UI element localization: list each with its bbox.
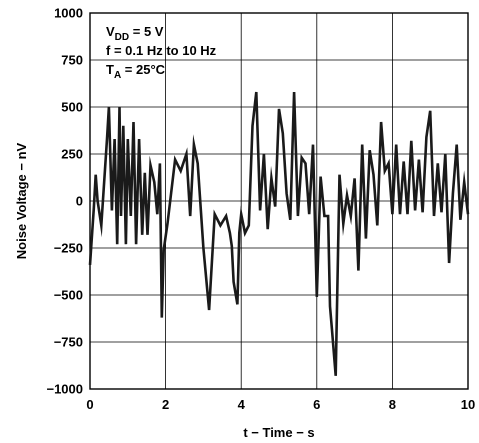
annotation-vdd-sub: DD (115, 32, 129, 43)
y-tick-label: 0 (76, 194, 83, 209)
y-tick-label: 500 (61, 100, 83, 115)
y-tick-label: 750 (61, 53, 83, 68)
y-tick-label: −750 (54, 335, 83, 350)
annotation-temperature-main: T (106, 62, 114, 77)
annotation-vdd-rest: = 5 V (129, 24, 164, 39)
y-tick-label: −250 (54, 241, 83, 256)
annotation-temperature-rest: = 25°C (121, 62, 165, 77)
y-tick-label: −1000 (46, 382, 83, 397)
y-tick-label: 1000 (54, 6, 83, 21)
y-tick-label: −500 (54, 288, 83, 303)
y-tick-label: 250 (61, 147, 83, 162)
plot-frame (89, 12, 469, 390)
annotation-temperature: TA = 25°C (106, 62, 166, 81)
annotation-frequency-main: f = 0.1 Hz to 10 Hz (106, 43, 217, 58)
x-tick-label: 4 (238, 397, 246, 412)
x-tick-label: 10 (461, 397, 475, 412)
series-group (88, 91, 470, 376)
x-axis-label: t − Time − s (243, 425, 314, 440)
y-tick-labels: 1000 750 500 250 0 −250 −500 −750 −1000 (46, 6, 83, 397)
x-tick-label: 6 (313, 397, 320, 412)
annotation-frequency: f = 0.1 Hz to 10 Hz (106, 43, 217, 58)
x-tick-label: 0 (86, 397, 93, 412)
x-tick-label: 8 (389, 397, 396, 412)
grid-lines (90, 13, 468, 389)
noise-series-line (88, 91, 470, 376)
x-tick-label: 2 (162, 397, 169, 412)
x-tick-labels: 0 2 4 6 8 10 (86, 397, 475, 412)
annotation-temperature-sub: A (114, 70, 121, 81)
condition-annotations: VDD = 5 V f = 0.1 Hz to 10 Hz TA = 25°C (106, 24, 217, 81)
annotation-vdd-main: V (106, 24, 115, 39)
annotation-vdd: VDD = 5 V (106, 24, 164, 43)
y-axis-label: Noise Voltage − nV (14, 142, 29, 259)
